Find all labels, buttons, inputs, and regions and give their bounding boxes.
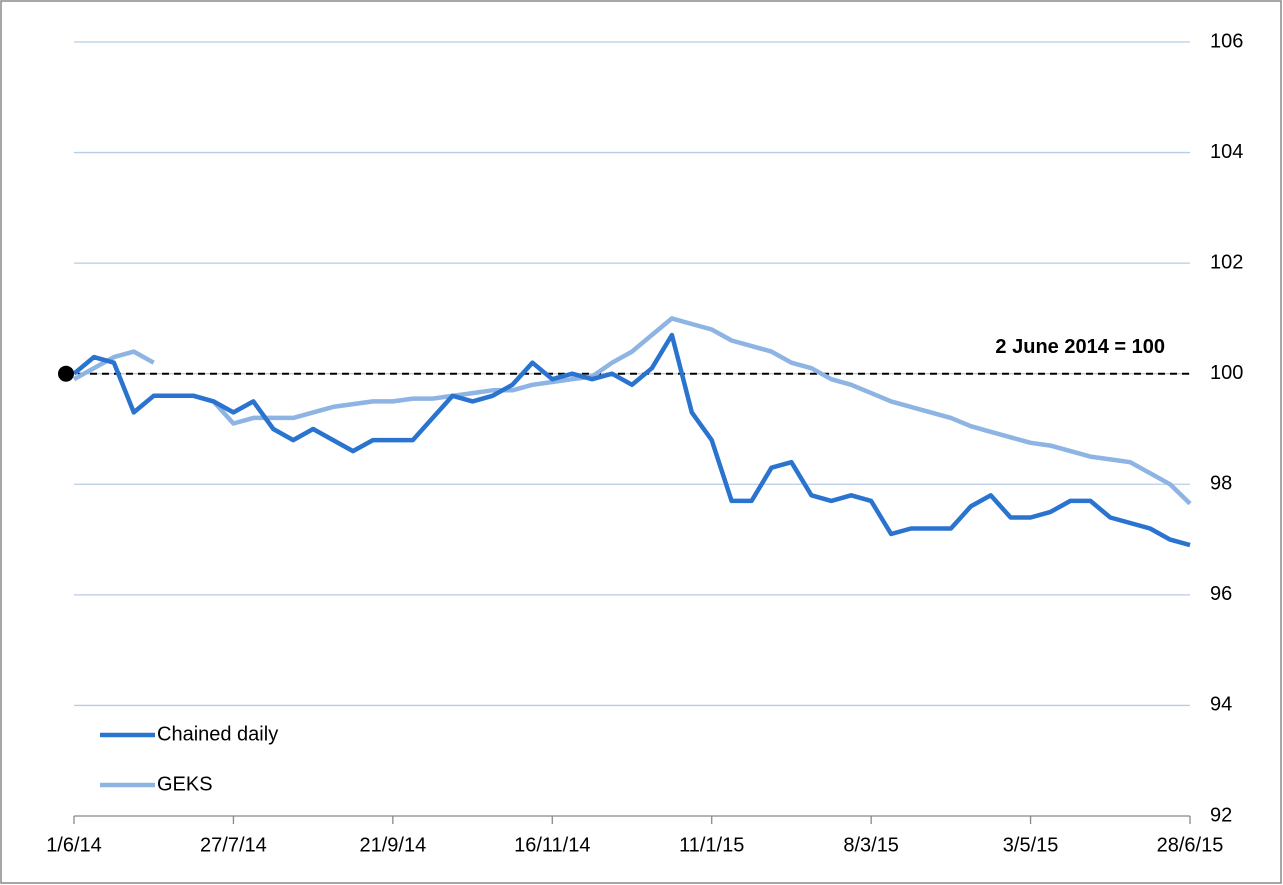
x-tick-label: 11/1/15 — [679, 834, 744, 856]
x-tick-label: 3/5/15 — [1003, 834, 1059, 856]
x-tick-label: 21/9/14 — [359, 834, 426, 856]
x-tick-label: 28/6/15 — [1157, 834, 1224, 856]
y-tick-label: 106 — [1210, 30, 1243, 52]
reference-point — [58, 365, 74, 382]
x-tick-label: 1/6/14 — [46, 834, 102, 856]
y-tick-label: 100 — [1210, 362, 1243, 384]
series-line — [72, 316, 1192, 506]
y-tick-label: 94 — [1210, 694, 1232, 716]
y-tick-label: 96 — [1210, 583, 1232, 605]
y-tick-label: 92 — [1210, 804, 1232, 826]
legend-label: Chained daily — [157, 723, 278, 745]
x-tick-label: 8/3/15 — [843, 834, 899, 856]
x-tick-label: 16/11/14 — [514, 834, 590, 856]
series-line — [72, 332, 1191, 548]
legend-label: GEKS — [157, 773, 213, 795]
reference-label: 2 June 2014 = 100 — [995, 336, 1165, 358]
y-tick-label: 98 — [1210, 473, 1232, 495]
y-tick-label: 104 — [1210, 141, 1243, 163]
y-tick-label: 102 — [1210, 251, 1243, 273]
x-tick-label: 27/7/14 — [200, 834, 267, 856]
